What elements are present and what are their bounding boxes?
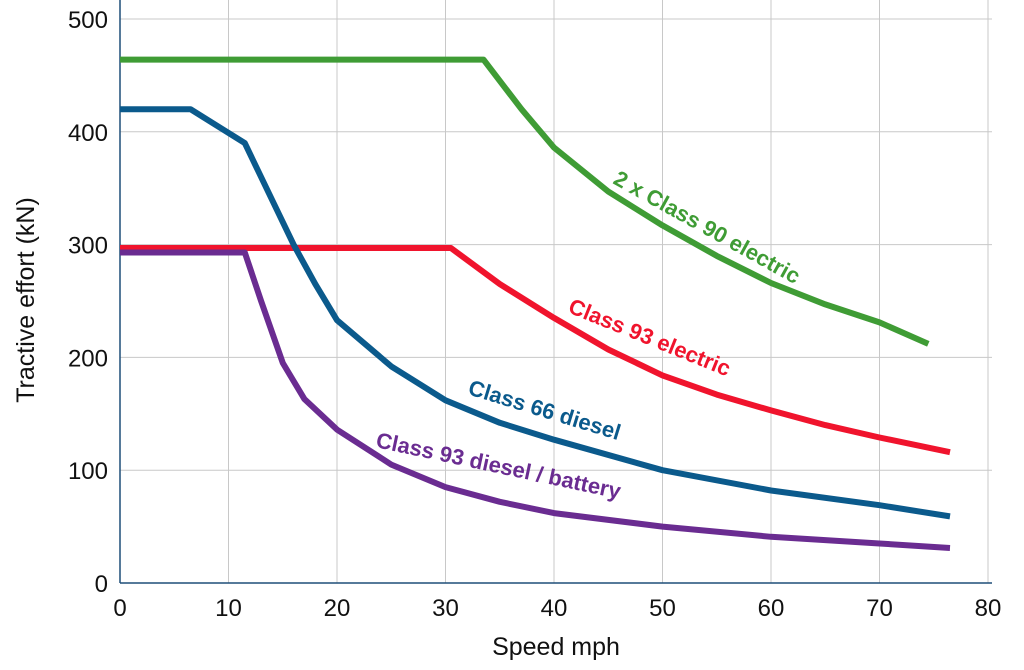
y-tick-label: 0 xyxy=(95,571,108,598)
series-line-1 xyxy=(120,245,951,456)
x-tick-label: 20 xyxy=(324,595,351,622)
series-label-class93-diesel: Class 93 diesel / battery xyxy=(374,427,624,503)
y-tick-label: 300 xyxy=(68,233,108,260)
axes: 0 10 20 30 40 50 60 70 80 0 100 200 300 400 500 xyxy=(68,0,1001,622)
x-tick-label: 40 xyxy=(541,595,568,622)
x-tick-label: 10 xyxy=(215,595,242,622)
series-line-0 xyxy=(120,56,930,347)
x-tick-label: 50 xyxy=(649,595,676,622)
series-label-class90: 2 x Class 90 electric xyxy=(610,166,805,289)
series-lines xyxy=(120,56,951,551)
y-tick-label: 200 xyxy=(68,345,108,372)
grid xyxy=(120,0,992,583)
series-line-2 xyxy=(120,106,951,520)
series-line-3 xyxy=(120,249,951,551)
x-axis-label: Speed mph xyxy=(492,633,620,661)
x-tick-label: 0 xyxy=(113,595,126,622)
x-tick-label: 60 xyxy=(758,595,785,622)
y-tick-label: 400 xyxy=(68,120,108,147)
x-tick-label: 30 xyxy=(432,595,459,622)
x-tick-label: 70 xyxy=(866,595,893,622)
y-tick-label: 500 xyxy=(68,7,108,34)
y-tick-label: 100 xyxy=(68,458,108,485)
x-tick-label: 80 xyxy=(975,595,1002,622)
y-axis-label: Tractive effort (kN) xyxy=(12,197,40,403)
